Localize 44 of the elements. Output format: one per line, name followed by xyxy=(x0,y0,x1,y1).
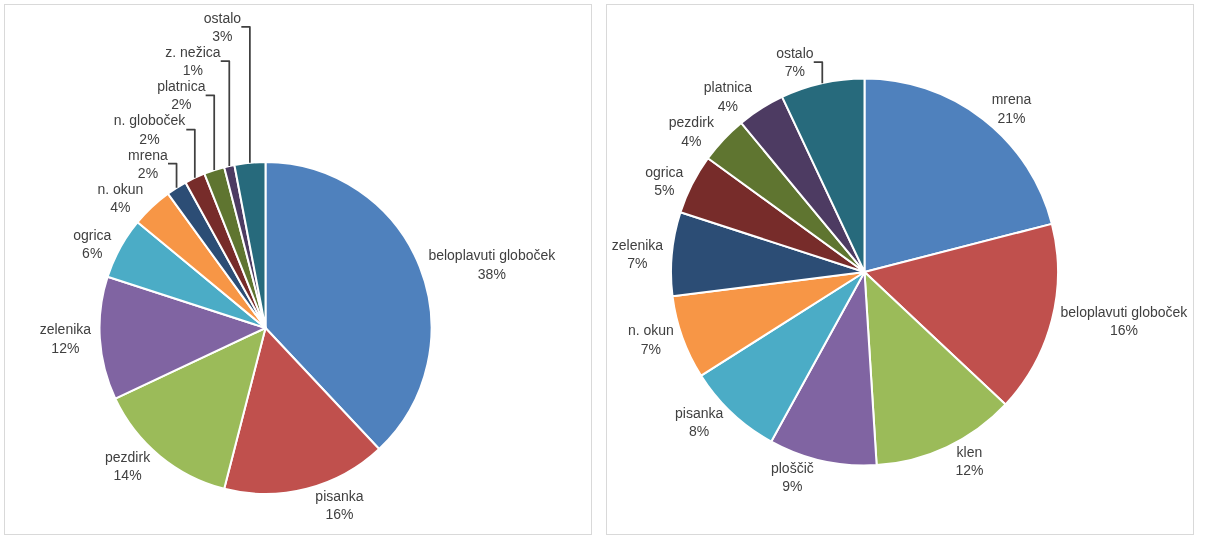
data-label: 12% xyxy=(955,462,984,479)
data-label: 9% xyxy=(782,478,803,495)
slice-label: z. nežica xyxy=(165,44,221,60)
data-label: 2% xyxy=(171,96,192,113)
slice-label: platnica xyxy=(703,79,753,96)
data-label: 2% xyxy=(139,130,160,147)
slice-label: pisanka xyxy=(675,405,724,422)
slice-label: ploščič xyxy=(770,460,814,477)
slice-label: n. okun xyxy=(97,180,144,197)
data-label: 8% xyxy=(689,423,710,440)
slice-label: pisanka xyxy=(315,487,364,504)
slice-label: platnica xyxy=(157,78,206,95)
slice-label: ostalo xyxy=(203,9,242,26)
data-label: 7% xyxy=(627,254,648,271)
data-label: 4% xyxy=(717,97,739,114)
data-label: 4% xyxy=(681,132,702,149)
slice-label: mrena xyxy=(128,146,168,163)
data-label: 5% xyxy=(654,181,675,198)
slice-label: klen xyxy=(956,443,983,460)
slice-label: n. okun xyxy=(627,322,674,339)
slice-label: mrena xyxy=(991,91,1032,108)
slice-label: n. globoček xyxy=(113,112,187,129)
data-label: 2% xyxy=(137,164,159,181)
data-label: 16% xyxy=(325,505,354,522)
slice-label: ogrica xyxy=(73,226,112,243)
data-label: 6% xyxy=(82,245,103,262)
data-label: 7% xyxy=(784,63,805,80)
data-label: 21% xyxy=(997,109,1026,126)
slice-label: ogrica xyxy=(645,163,684,180)
slice-label: pezdirk xyxy=(668,114,715,131)
data-label: 1% xyxy=(182,62,204,79)
data-label: 7% xyxy=(640,340,662,357)
slice-label: ostalo xyxy=(776,45,814,62)
data-label: 12% xyxy=(51,339,80,356)
slice-label: zelenika xyxy=(611,236,664,253)
slice-label: beloplavuti globoček xyxy=(1060,304,1189,321)
slice-label: beloplavuti globoček xyxy=(428,247,557,264)
slice-label: zelenika xyxy=(39,321,92,338)
data-label: 38% xyxy=(477,265,506,282)
data-label: 16% xyxy=(1109,322,1138,339)
data-label: 14% xyxy=(113,467,142,484)
data-label: 3% xyxy=(212,28,233,44)
data-label: 4% xyxy=(110,199,131,215)
slice-label: pezdirk xyxy=(105,448,152,465)
